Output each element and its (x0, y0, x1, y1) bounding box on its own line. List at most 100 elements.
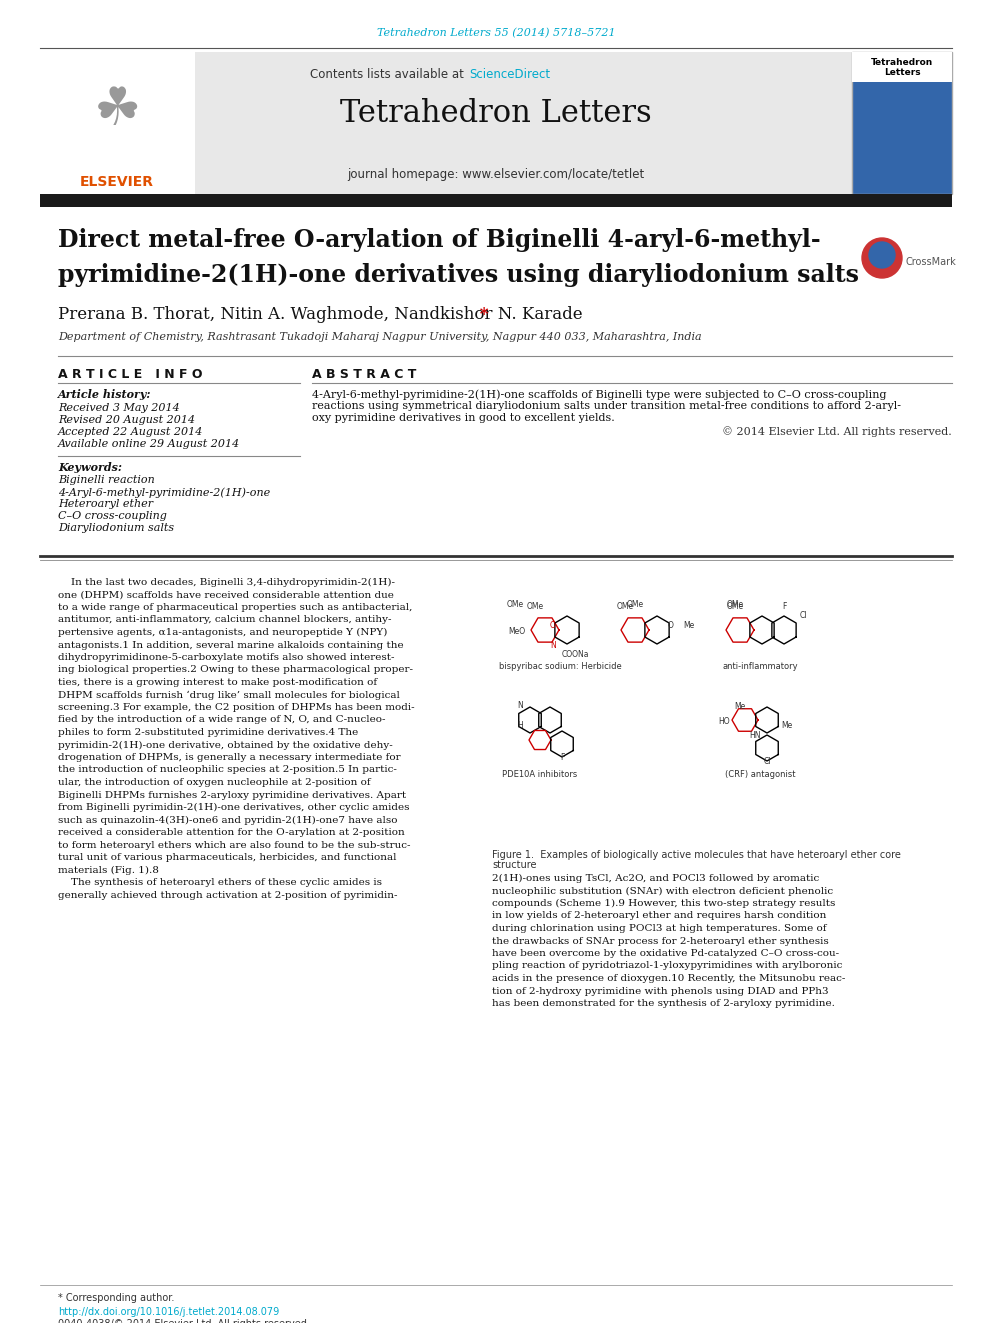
Text: bispyribac sodium: Herbicide: bispyribac sodium: Herbicide (499, 662, 621, 671)
Text: O: O (550, 622, 556, 631)
Text: COONa: COONa (561, 650, 588, 659)
Text: such as quinazolin-4(3H)-one6 and pyridin-2(1H)-one7 have also: such as quinazolin-4(3H)-one6 and pyridi… (58, 815, 398, 824)
Text: HN: HN (749, 730, 761, 740)
Text: Available online 29 August 2014: Available online 29 August 2014 (58, 439, 240, 448)
FancyBboxPatch shape (40, 194, 952, 206)
Circle shape (862, 238, 902, 278)
Text: © 2014 Elsevier Ltd. All rights reserved.: © 2014 Elsevier Ltd. All rights reserved… (722, 426, 952, 437)
Text: dihydropyrimidinone-5-carboxylate motifs also showed interest-: dihydropyrimidinone-5-carboxylate motifs… (58, 654, 395, 662)
Text: antitumor, anti-inflammatory, calcium channel blockers, antihy-: antitumor, anti-inflammatory, calcium ch… (58, 615, 392, 624)
Text: received a considerable attention for the O-arylation at 2-position: received a considerable attention for th… (58, 828, 405, 837)
Text: ular, the introduction of oxygen nucleophile at 2-position of: ular, the introduction of oxygen nucleop… (58, 778, 371, 787)
Text: Received 3 May 2014: Received 3 May 2014 (58, 404, 180, 413)
Text: pyrimidine-2(1H)-one derivatives using diaryliodonium salts: pyrimidine-2(1H)-one derivatives using d… (58, 263, 859, 287)
Text: 0040-4038/© 2014 Elsevier Ltd. All rights reserved.: 0040-4038/© 2014 Elsevier Ltd. All right… (58, 1319, 310, 1323)
Text: to a wide range of pharmaceutical properties such as antibacterial,: to a wide range of pharmaceutical proper… (58, 603, 413, 613)
Text: DHPM scaffolds furnish ‘drug like’ small molecules for biological: DHPM scaffolds furnish ‘drug like’ small… (58, 691, 400, 700)
Text: Diaryliodonium salts: Diaryliodonium salts (58, 523, 175, 533)
Text: reactions using symmetrical diaryliodonium salts under transition metal-free con: reactions using symmetrical diaryliodoni… (312, 401, 901, 411)
Text: Letters: Letters (884, 67, 921, 77)
Text: Me: Me (781, 721, 793, 729)
Text: Tetrahedron: Tetrahedron (871, 58, 933, 67)
FancyBboxPatch shape (492, 578, 950, 848)
Text: Biginelli DHPMs furnishes 2-aryloxy pyrimidine derivatives. Apart: Biginelli DHPMs furnishes 2-aryloxy pyri… (58, 791, 406, 799)
Text: N: N (517, 700, 523, 709)
Text: philes to form 2-substituted pyrimidine derivatives.4 The: philes to form 2-substituted pyrimidine … (58, 728, 358, 737)
FancyBboxPatch shape (852, 52, 952, 194)
Text: tural unit of various pharmaceuticals, herbicides, and functional: tural unit of various pharmaceuticals, h… (58, 853, 397, 863)
Text: ScienceDirect: ScienceDirect (469, 67, 551, 81)
Text: pyrimidin-2(1H)-one derivative, obtained by the oxidative dehy-: pyrimidin-2(1H)-one derivative, obtained… (58, 741, 393, 750)
Text: journal homepage: www.elsevier.com/locate/tetlet: journal homepage: www.elsevier.com/locat… (347, 168, 645, 181)
Text: have been overcome by the oxidative Pd-catalyzed C–O cross-cou-: have been overcome by the oxidative Pd-c… (492, 949, 839, 958)
Text: structure: structure (492, 860, 537, 871)
Text: fied by the introduction of a wide range of N, O, and C-nucleo-: fied by the introduction of a wide range… (58, 716, 386, 725)
Text: one (DHPM) scaffolds have received considerable attention due: one (DHPM) scaffolds have received consi… (58, 590, 394, 599)
Text: pling reaction of pyridotriazol-1-yloxypyrimidines with arylboronic: pling reaction of pyridotriazol-1-yloxyp… (492, 962, 842, 971)
Text: OMe: OMe (726, 601, 744, 609)
Text: http://dx.doi.org/10.1016/j.tetlet.2014.08.079: http://dx.doi.org/10.1016/j.tetlet.2014.… (58, 1307, 280, 1316)
Text: generally achieved through activation at 2-position of pyrimidin-: generally achieved through activation at… (58, 890, 398, 900)
Text: A B S T R A C T: A B S T R A C T (312, 368, 417, 381)
Text: during chlorination using POCl3 at high temperatures. Some of: during chlorination using POCl3 at high … (492, 923, 826, 933)
Text: OMe: OMe (726, 602, 744, 611)
Text: Direct metal-free O-arylation of Biginelli 4-aryl-6-methyl-: Direct metal-free O-arylation of Biginel… (58, 228, 820, 251)
Text: ing biological properties.2 Owing to these pharmacological proper-: ing biological properties.2 Owing to the… (58, 665, 413, 675)
Text: F: F (782, 602, 787, 611)
Text: materials (Fig. 1).8: materials (Fig. 1).8 (58, 865, 159, 875)
Text: C–O cross-coupling: C–O cross-coupling (58, 511, 167, 521)
Text: Tetrahedron Letters: Tetrahedron Letters (340, 98, 652, 130)
Text: Cl: Cl (763, 758, 771, 766)
Text: oxy pyrimidine derivatives in good to excellent yields.: oxy pyrimidine derivatives in good to ex… (312, 413, 615, 423)
Text: Article history:: Article history: (58, 389, 152, 400)
Text: Me: Me (734, 703, 746, 710)
Text: ELSEVIER: ELSEVIER (80, 175, 154, 189)
Text: (CRF) antagonist: (CRF) antagonist (725, 770, 796, 779)
Text: HO: HO (718, 717, 730, 726)
FancyBboxPatch shape (40, 52, 195, 194)
Text: 4-Aryl-6-methyl-pyrimidine-2(1H)-one: 4-Aryl-6-methyl-pyrimidine-2(1H)-one (58, 487, 270, 497)
Text: Accepted 22 August 2014: Accepted 22 August 2014 (58, 427, 203, 437)
Text: N: N (551, 642, 556, 651)
Text: drogenation of DHPMs, is generally a necessary intermediate for: drogenation of DHPMs, is generally a nec… (58, 753, 401, 762)
Text: Contents lists available at: Contents lists available at (310, 67, 468, 81)
Text: Heteroaryl ether: Heteroaryl ether (58, 499, 153, 509)
Text: the drawbacks of SNAr process for 2-heteroaryl ether synthesis: the drawbacks of SNAr process for 2-hete… (492, 937, 828, 946)
Text: A R T I C L E   I N F O: A R T I C L E I N F O (58, 368, 202, 381)
Text: Keywords:: Keywords: (58, 462, 122, 474)
Text: anti-inflammatory: anti-inflammatory (722, 662, 798, 671)
Text: MeO: MeO (508, 627, 525, 636)
Text: OMe: OMe (527, 602, 544, 611)
Text: in low yields of 2-heteroaryl ether and requires harsh condition: in low yields of 2-heteroaryl ether and … (492, 912, 826, 921)
Text: pertensive agents, α1a-antagonists, and neuropeptide Y (NPY): pertensive agents, α1a-antagonists, and … (58, 628, 387, 638)
Circle shape (869, 242, 895, 269)
Text: * Corresponding author.: * Corresponding author. (58, 1293, 175, 1303)
Text: Me: Me (683, 622, 694, 631)
Text: In the last two decades, Biginelli 3,4-dihydropyrimidin-2(1H)-: In the last two decades, Biginelli 3,4-d… (58, 578, 395, 587)
Text: nucleophilic substitution (SNAr) with electron deficient phenolic: nucleophilic substitution (SNAr) with el… (492, 886, 833, 896)
Text: F: F (559, 754, 564, 762)
Text: Prerana B. Thorat, Nitin A. Waghmode, Nandkishor N. Karade: Prerana B. Thorat, Nitin A. Waghmode, Na… (58, 306, 582, 323)
FancyBboxPatch shape (40, 52, 952, 194)
Text: H: H (517, 721, 523, 729)
Text: has been demonstrated for the synthesis of 2-aryloxy pyrimidine.: has been demonstrated for the synthesis … (492, 999, 835, 1008)
Text: the introduction of nucleophilic species at 2-position.5 In partic-: the introduction of nucleophilic species… (58, 766, 397, 774)
Text: 2(1H)-ones using TsCl, Ac2O, and POCl3 followed by aromatic: 2(1H)-ones using TsCl, Ac2O, and POCl3 f… (492, 875, 819, 884)
Text: The synthesis of heteroaryl ethers of these cyclic amides is: The synthesis of heteroaryl ethers of th… (58, 878, 382, 886)
Text: *: * (474, 306, 488, 323)
Text: antagonists.1 In addition, several marine alkaloids containing the: antagonists.1 In addition, several marin… (58, 640, 404, 650)
Text: Biginelli reaction: Biginelli reaction (58, 475, 155, 486)
Text: Tetrahedron Letters 55 (2014) 5718–5721: Tetrahedron Letters 55 (2014) 5718–5721 (377, 28, 615, 38)
Text: screening.3 For example, the C2 position of DHPMs has been modi-: screening.3 For example, the C2 position… (58, 703, 415, 712)
FancyBboxPatch shape (852, 52, 952, 82)
Text: acids in the presence of dioxygen.10 Recently, the Mitsunobu reac-: acids in the presence of dioxygen.10 Rec… (492, 974, 845, 983)
Text: tion of 2-hydroxy pyrimidine with phenols using DIAD and PPh3: tion of 2-hydroxy pyrimidine with phenol… (492, 987, 828, 995)
Text: ties, there is a growing interest to make post-modification of: ties, there is a growing interest to mak… (58, 677, 377, 687)
Text: compounds (Scheme 1).9 However, this two-step strategy results: compounds (Scheme 1).9 However, this two… (492, 900, 835, 908)
Text: CrossMark: CrossMark (906, 257, 956, 267)
Text: ☘: ☘ (93, 83, 141, 136)
Text: OMe: OMe (616, 602, 634, 611)
Text: from Biginelli pyrimidin-2(1H)-one derivatives, other cyclic amides: from Biginelli pyrimidin-2(1H)-one deriv… (58, 803, 410, 812)
Text: Department of Chemistry, Rashtrasant Tukadoji Maharaj Nagpur University, Nagpur : Department of Chemistry, Rashtrasant Tuk… (58, 332, 701, 343)
Text: Revised 20 August 2014: Revised 20 August 2014 (58, 415, 195, 425)
